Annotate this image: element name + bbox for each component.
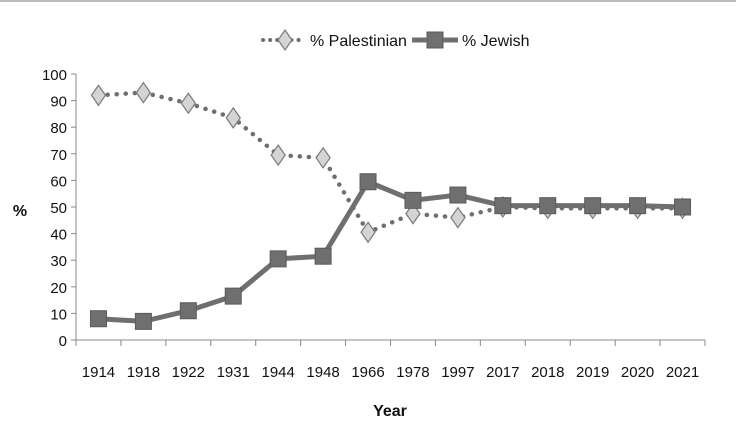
series-line — [96, 90, 685, 236]
axes: 0 10 20 30 40 50 60 70 80 90 100 1914 1918 1922 1931 19… — [42, 67, 706, 381]
legend-label-palestinian: % Palestinian — [310, 33, 407, 50]
x-tick-label: 1948 — [306, 364, 339, 381]
y-tick-label: 50 — [50, 200, 67, 217]
x-tick-label: 1918 — [127, 364, 160, 381]
x-tick-label: 2019 — [576, 364, 609, 381]
data-point-square — [404, 191, 422, 209]
legend-marker-square — [426, 31, 444, 49]
data-point-square — [314, 247, 332, 265]
x-tick-label: 2020 — [621, 364, 654, 381]
data-point-diamond — [135, 81, 152, 104]
x-tick-label: 1922 — [172, 364, 205, 381]
y-tick-label: 40 — [50, 227, 67, 244]
x-tick-label: 1944 — [261, 364, 294, 381]
legend-marker-diamond — [277, 28, 293, 52]
data-point-diamond — [225, 106, 241, 129]
y-axis-label: % — [13, 203, 27, 220]
data-point-diamond — [180, 92, 197, 115]
series-group — [89, 81, 692, 330]
x-tick-label: 2021 — [666, 364, 699, 381]
data-point-square — [584, 197, 602, 215]
data-point-diamond — [450, 206, 466, 229]
series-palestinian — [90, 81, 691, 244]
data-point-square — [89, 310, 107, 328]
data-point-square — [449, 186, 467, 204]
data-point-diamond — [90, 84, 107, 107]
series-jewish — [89, 173, 692, 330]
data-point-square — [629, 197, 647, 215]
y-tick-label: 70 — [50, 147, 67, 164]
y-tick-label: 90 — [50, 94, 67, 111]
data-point-square — [539, 197, 557, 215]
x-axis-label: Year — [373, 403, 407, 420]
y-tick-label: 60 — [50, 173, 67, 190]
data-point-square — [179, 302, 197, 320]
y-tick-label: 30 — [50, 253, 67, 270]
data-point-square — [359, 173, 377, 191]
legend: % Palestinian % Jewish — [261, 28, 530, 52]
x-tick-label: 2017 — [486, 364, 519, 381]
y-tick-label: 0 — [59, 333, 67, 350]
x-tick-label: 1966 — [351, 364, 384, 381]
x-tick-label: 1914 — [82, 364, 115, 381]
y-tick-label: 100 — [42, 67, 67, 84]
y-tick-label: 80 — [50, 120, 67, 137]
data-point-square — [674, 198, 692, 216]
y-tick-label: 10 — [50, 306, 67, 323]
y-tick-label: 20 — [50, 280, 67, 297]
data-point-square — [134, 312, 152, 330]
data-point-square — [494, 197, 512, 215]
data-point-diamond — [360, 221, 376, 244]
x-tick-label: 1978 — [396, 364, 429, 381]
x-tick-label: 2018 — [531, 364, 564, 381]
x-tick-label: 1997 — [441, 364, 474, 381]
data-point-square — [269, 250, 287, 268]
x-tick-label: 1931 — [217, 364, 250, 381]
data-point-diamond — [315, 146, 331, 169]
data-point-diamond — [270, 144, 286, 167]
legend-label-jewish: % Jewish — [462, 33, 530, 50]
data-point-square — [224, 287, 242, 305]
